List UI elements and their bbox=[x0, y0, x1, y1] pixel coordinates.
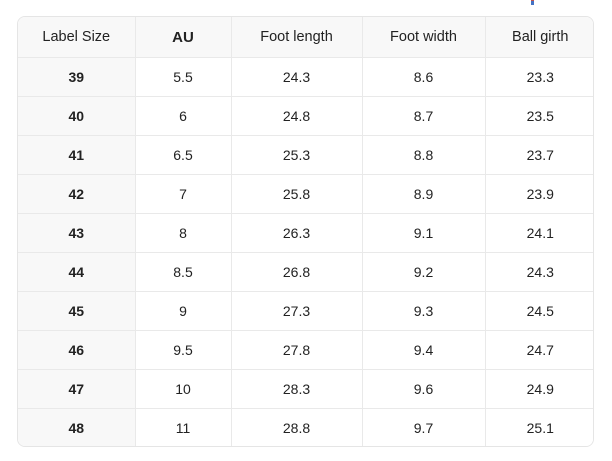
foot-length-cell: 27.3 bbox=[230, 291, 362, 331]
foot-width-cell: 8.8 bbox=[361, 135, 485, 175]
au-cell: 8.5 bbox=[134, 252, 231, 292]
au-cell: 8 bbox=[134, 213, 231, 253]
label-size-cell: 40 bbox=[18, 96, 135, 136]
size-chart-card: Label Size AU Foot length Foot width Bal… bbox=[17, 16, 594, 447]
size-chart-table: Label Size AU Foot length Foot width Bal… bbox=[18, 17, 593, 446]
table-row: 40 6 24.8 8.7 23.5 bbox=[18, 96, 593, 136]
label-size-cell: 46 bbox=[18, 330, 135, 370]
ball-girth-cell: 24.7 bbox=[484, 330, 593, 370]
ball-girth-cell: 23.9 bbox=[484, 174, 593, 214]
foot-width-cell: 9.1 bbox=[361, 213, 485, 253]
table-row: 43 8 26.3 9.1 24.1 bbox=[18, 213, 593, 253]
au-cell: 6 bbox=[134, 96, 231, 136]
table-header: Label Size AU Foot length Foot width Bal… bbox=[18, 17, 593, 58]
foot-width-cell: 8.6 bbox=[361, 57, 485, 97]
table-row: 41 6.5 25.3 8.8 23.7 bbox=[18, 135, 593, 175]
ball-girth-cell: 25.1 bbox=[484, 408, 593, 446]
au-cell: 5.5 bbox=[134, 57, 231, 97]
foot-width-cell: 9.6 bbox=[361, 369, 485, 409]
foot-width-cell: 8.7 bbox=[361, 96, 485, 136]
foot-width-cell: 9.3 bbox=[361, 291, 485, 331]
label-size-cell: 45 bbox=[18, 291, 135, 331]
au-cell: 10 bbox=[134, 369, 231, 409]
au-cell: 6.5 bbox=[134, 135, 231, 175]
foot-length-cell: 28.3 bbox=[230, 369, 362, 409]
foot-width-cell: 8.9 bbox=[361, 174, 485, 214]
ball-girth-cell: 24.3 bbox=[484, 252, 593, 292]
table-row: 42 7 25.8 8.9 23.9 bbox=[18, 174, 593, 214]
table-row: 46 9.5 27.8 9.4 24.7 bbox=[18, 330, 593, 370]
foot-length-cell: 26.8 bbox=[230, 252, 362, 292]
table-row: 39 5.5 24.3 8.6 23.3 bbox=[18, 57, 593, 97]
au-cell: 9 bbox=[134, 291, 231, 331]
label-size-cell: 42 bbox=[18, 174, 135, 214]
ball-girth-cell: 23.5 bbox=[484, 96, 593, 136]
label-size-cell: 48 bbox=[18, 408, 135, 446]
foot-length-cell: 25.3 bbox=[230, 135, 362, 175]
foot-length-cell: 24.3 bbox=[230, 57, 362, 97]
table-row: 45 9 27.3 9.3 24.5 bbox=[18, 291, 593, 331]
column-header-label-size: Label Size bbox=[18, 17, 135, 58]
au-cell: 7 bbox=[134, 174, 231, 214]
label-size-cell: 44 bbox=[18, 252, 135, 292]
table-header-row: Label Size AU Foot length Foot width Bal… bbox=[18, 17, 593, 58]
foot-width-cell: 9.4 bbox=[361, 330, 485, 370]
foot-width-cell: 9.2 bbox=[361, 252, 485, 292]
foot-width-cell: 9.7 bbox=[361, 408, 485, 446]
ball-girth-cell: 23.7 bbox=[484, 135, 593, 175]
foot-length-cell: 28.8 bbox=[230, 408, 362, 446]
label-size-cell: 43 bbox=[18, 213, 135, 253]
ball-girth-cell: 24.9 bbox=[484, 369, 593, 409]
table-row: 44 8.5 26.8 9.2 24.3 bbox=[18, 252, 593, 292]
label-size-cell: 41 bbox=[18, 135, 135, 175]
ball-girth-cell: 24.5 bbox=[484, 291, 593, 331]
au-cell: 9.5 bbox=[134, 330, 231, 370]
column-header-ball-girth: Ball girth bbox=[484, 17, 593, 58]
table-row: 47 10 28.3 9.6 24.9 bbox=[18, 369, 593, 409]
foot-length-cell: 24.8 bbox=[230, 96, 362, 136]
ball-girth-cell: 24.1 bbox=[484, 213, 593, 253]
foot-length-cell: 25.8 bbox=[230, 174, 362, 214]
label-size-cell: 39 bbox=[18, 57, 135, 97]
foot-length-cell: 27.8 bbox=[230, 330, 362, 370]
table-body: 39 5.5 24.3 8.6 23.3 40 6 24.8 8.7 23.5 41 6.5 25.3 8… bbox=[18, 57, 593, 446]
ball-girth-cell: 23.3 bbox=[484, 57, 593, 97]
column-header-foot-length: Foot length bbox=[230, 17, 362, 58]
table-row: 48 11 28.8 9.7 25.1 bbox=[18, 408, 593, 446]
column-header-foot-width: Foot width bbox=[361, 17, 485, 58]
label-size-cell: 47 bbox=[18, 369, 135, 409]
au-cell: 11 bbox=[134, 408, 231, 446]
clipped-content-fragment bbox=[531, 0, 534, 5]
column-header-au: AU bbox=[134, 17, 231, 58]
foot-length-cell: 26.3 bbox=[230, 213, 362, 253]
